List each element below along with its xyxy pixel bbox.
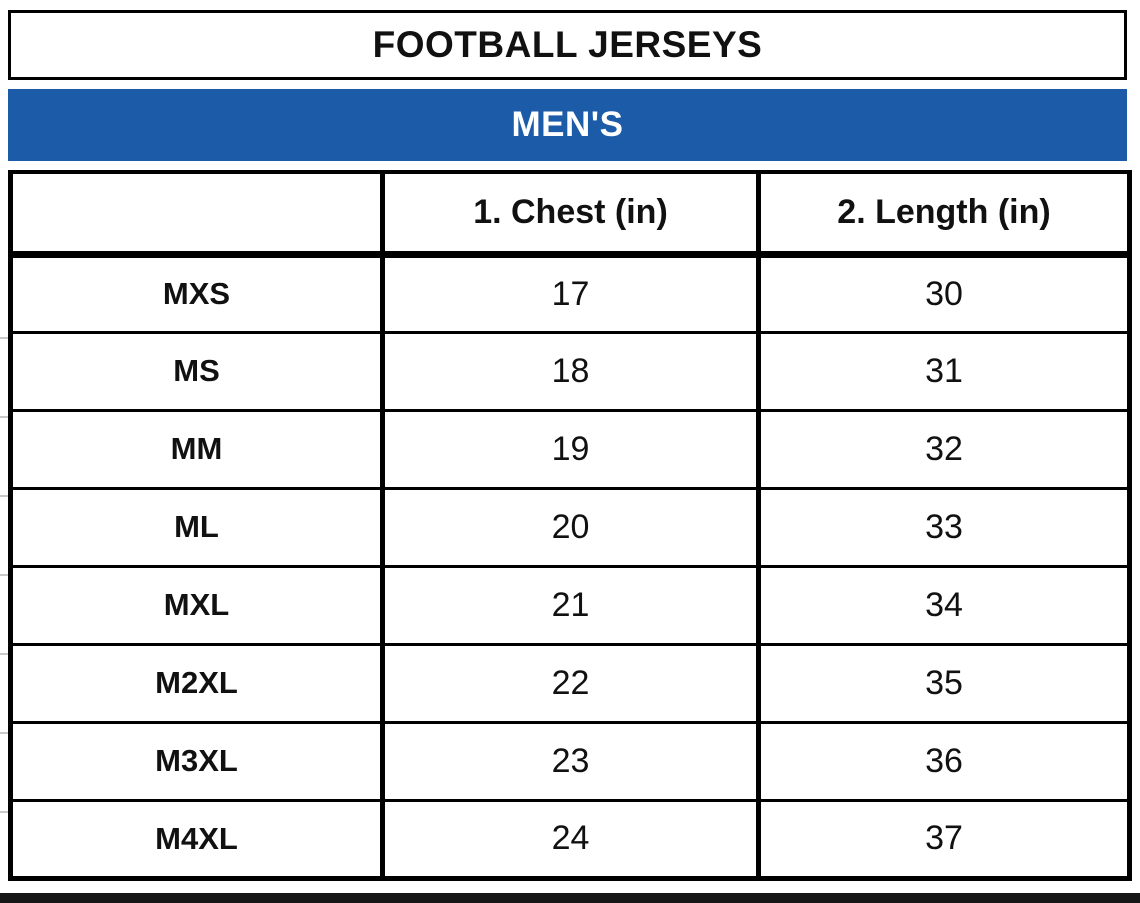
size-label: MXS — [8, 252, 385, 334]
table-header-row: 1. Chest (in) 2. Length (in) — [8, 170, 1132, 258]
column-header-chest: 1. Chest (in) — [380, 170, 761, 258]
size-table: 1. Chest (in) 2. Length (in) MXS 17 30 M… — [8, 170, 1132, 881]
size-label: MS — [8, 330, 385, 412]
size-label: ML — [8, 486, 385, 568]
table-row: ML 20 33 — [8, 486, 1132, 568]
chest-value: 19 — [380, 408, 761, 490]
length-value: 31 — [756, 330, 1132, 412]
chest-value: 17 — [380, 252, 761, 334]
chest-value: 23 — [380, 720, 761, 802]
length-value: 32 — [756, 408, 1132, 490]
spreadsheet-gridline-tick — [0, 416, 8, 418]
chest-value: 24 — [380, 798, 761, 881]
chest-value: 22 — [380, 642, 761, 724]
table-row: MXL 21 34 — [8, 564, 1132, 646]
length-value: 34 — [756, 564, 1132, 646]
chest-value: 21 — [380, 564, 761, 646]
size-label: M2XL — [8, 642, 385, 724]
size-label: M3XL — [8, 720, 385, 802]
table-row: MXS 17 30 — [8, 252, 1132, 334]
spreadsheet-gridline-tick — [0, 495, 8, 497]
size-label: MXL — [8, 564, 385, 646]
section-header-text: MEN'S — [511, 105, 624, 144]
spreadsheet-gridline-tick — [0, 811, 8, 813]
table-row: M2XL 22 35 — [8, 642, 1132, 724]
spreadsheet-gridline-tick — [0, 653, 8, 655]
table-row: MS 18 31 — [8, 330, 1132, 412]
spreadsheet-gridline-tick — [0, 732, 8, 734]
spreadsheet-gridline-tick — [0, 337, 8, 339]
column-header-size — [8, 170, 385, 258]
section-header: MEN'S — [8, 89, 1127, 161]
length-value: 36 — [756, 720, 1132, 802]
table-row: MM 19 32 — [8, 408, 1132, 490]
chest-value: 18 — [380, 330, 761, 412]
table-row: M3XL 23 36 — [8, 720, 1132, 802]
table-row: M4XL 24 37 — [8, 798, 1132, 881]
length-value: 33 — [756, 486, 1132, 568]
size-label: MM — [8, 408, 385, 490]
bottom-crop-bar — [0, 893, 1140, 903]
chest-value: 20 — [380, 486, 761, 568]
length-value: 37 — [756, 798, 1132, 881]
length-value: 35 — [756, 642, 1132, 724]
size-label: M4XL — [8, 798, 385, 881]
column-header-length: 2. Length (in) — [756, 170, 1132, 258]
chart-title-text: FOOTBALL JERSEYS — [372, 24, 763, 65]
spreadsheet-gridline-tick — [0, 574, 8, 576]
length-value: 30 — [756, 252, 1132, 334]
chart-title: FOOTBALL JERSEYS — [8, 10, 1127, 80]
